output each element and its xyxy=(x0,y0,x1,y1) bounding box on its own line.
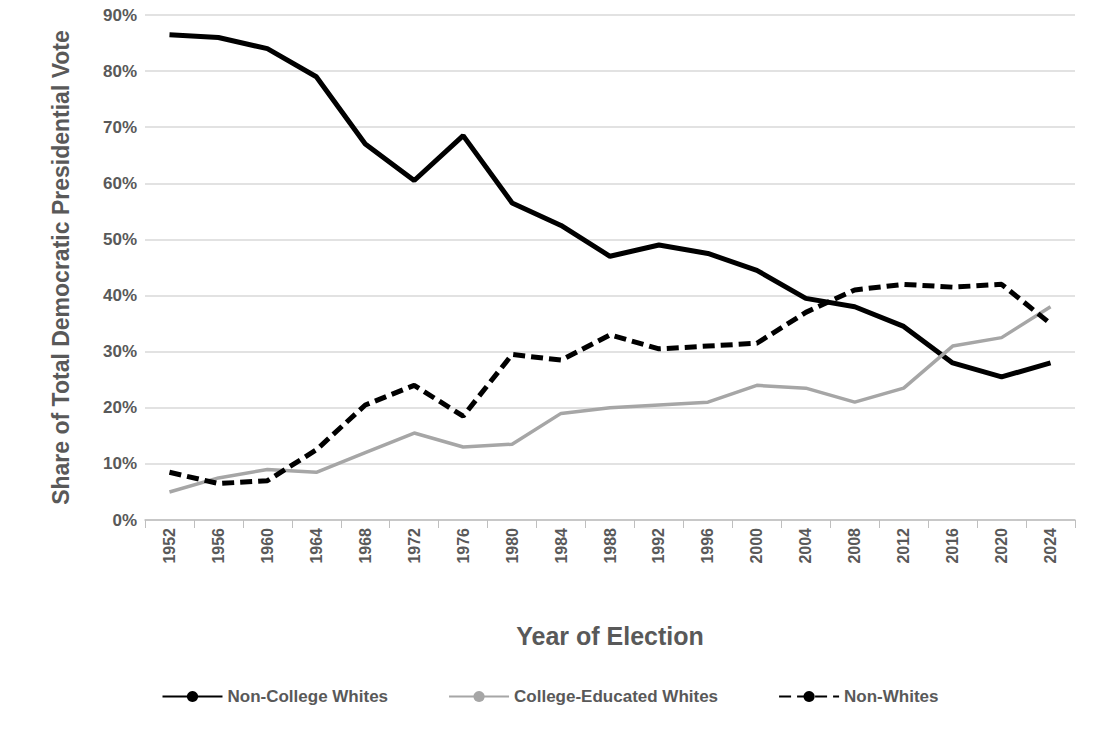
svg-text:2016: 2016 xyxy=(944,528,961,564)
svg-text:1964: 1964 xyxy=(308,528,325,564)
svg-text:Share of Total Democratic Pres: Share of Total Democratic Presidential V… xyxy=(48,30,74,505)
svg-text:1996: 1996 xyxy=(699,528,716,564)
svg-text:80%: 80% xyxy=(103,62,137,81)
svg-text:Non-College Whites: Non-College Whites xyxy=(227,687,388,706)
svg-text:2020: 2020 xyxy=(993,528,1010,564)
svg-text:70%: 70% xyxy=(103,118,137,137)
svg-text:10%: 10% xyxy=(103,454,137,473)
svg-text:60%: 60% xyxy=(103,174,137,193)
svg-text:1988: 1988 xyxy=(602,528,619,564)
svg-text:1972: 1972 xyxy=(406,528,423,564)
svg-text:College-Educated Whites: College-Educated Whites xyxy=(514,687,718,706)
svg-text:1952: 1952 xyxy=(161,528,178,564)
svg-text:Year of Election: Year of Election xyxy=(516,622,704,650)
svg-text:2024: 2024 xyxy=(1042,528,1059,564)
svg-text:1992: 1992 xyxy=(650,528,667,564)
svg-text:2008: 2008 xyxy=(846,528,863,564)
svg-text:1976: 1976 xyxy=(455,528,472,564)
svg-text:1956: 1956 xyxy=(210,528,227,564)
svg-text:50%: 50% xyxy=(103,230,137,249)
svg-text:20%: 20% xyxy=(103,398,137,417)
svg-text:Non-Whites: Non-Whites xyxy=(844,687,938,706)
svg-text:90%: 90% xyxy=(103,6,137,25)
svg-text:0%: 0% xyxy=(112,511,137,530)
svg-text:1980: 1980 xyxy=(504,528,521,564)
svg-text:1984: 1984 xyxy=(553,528,570,564)
svg-text:1960: 1960 xyxy=(259,528,276,564)
svg-text:2012: 2012 xyxy=(895,528,912,564)
svg-text:40%: 40% xyxy=(103,286,137,305)
svg-text:1968: 1968 xyxy=(357,528,374,564)
svg-text:30%: 30% xyxy=(103,342,137,361)
svg-text:2004: 2004 xyxy=(797,528,814,564)
svg-text:2000: 2000 xyxy=(748,528,765,564)
